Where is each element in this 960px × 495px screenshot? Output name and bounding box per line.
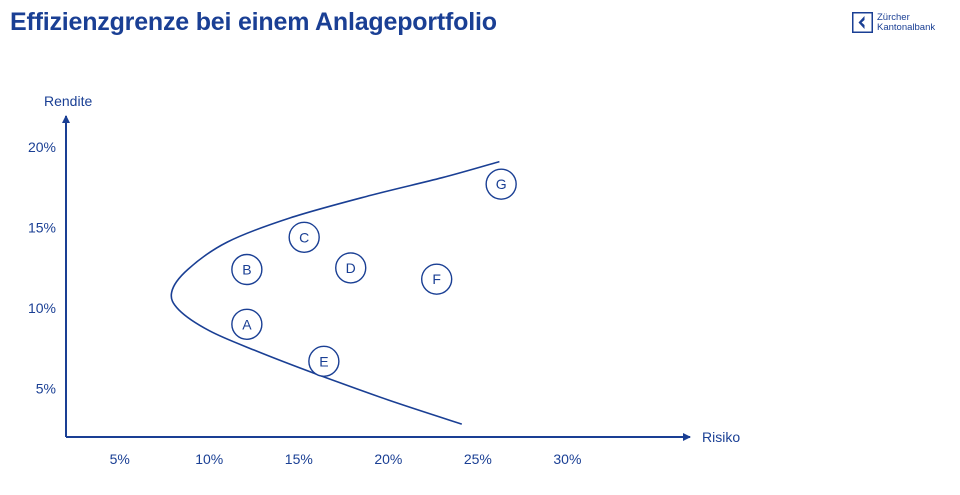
x-tick-labels: 5% 10% 15% 20% 25% 30%	[110, 451, 582, 467]
portfolio-point-f: F	[420, 263, 453, 295]
y-axis-title: Rendite	[44, 93, 92, 109]
portfolio-marker	[420, 263, 453, 295]
portfolio-point-c: C	[288, 221, 320, 253]
portfolio-points: A B C D E F G	[231, 168, 517, 378]
portfolio-marker	[308, 345, 340, 378]
x-tick-label: 25%	[464, 451, 492, 467]
page-title: Effizienzgrenze bei einem Anlageportfoli…	[10, 8, 497, 36]
x-tick-label: 15%	[285, 451, 313, 467]
portfolio-marker	[231, 308, 263, 340]
x-tick-label: 20%	[374, 451, 402, 467]
portfolio-label: D	[346, 260, 356, 276]
x-axis-title: Risiko	[702, 429, 740, 445]
x-tick-label: 30%	[553, 451, 581, 467]
y-tick-label: 5%	[36, 381, 56, 397]
portfolio-label: E	[319, 353, 328, 369]
portfolio-label: B	[242, 262, 251, 278]
logo-line-1: Zürcher	[877, 11, 910, 23]
portfolio-point-d: D	[335, 252, 367, 284]
portfolio-marker	[288, 221, 320, 253]
y-tick-label: 20%	[28, 139, 56, 155]
y-tick-label: 10%	[28, 300, 56, 316]
y-tick-labels: 5% 10% 15% 20%	[28, 139, 56, 397]
portfolio-point-b: B	[231, 253, 263, 286]
bank-logo: Zürcher Kantonalbank	[852, 12, 935, 33]
logo-wordmark: Zürcher Kantonalbank	[877, 11, 936, 33]
portfolio-label: G	[496, 176, 507, 192]
portfolio-label: F	[432, 271, 441, 287]
zkb-key-icon	[852, 12, 873, 33]
portfolio-marker	[231, 253, 263, 286]
y-tick-label: 15%	[28, 220, 56, 236]
portfolio-point-a: A	[231, 308, 263, 340]
portfolio-marker	[335, 252, 367, 284]
portfolio-label: C	[299, 229, 309, 245]
portfolio-marker	[485, 168, 517, 200]
x-tick-label: 10%	[195, 451, 223, 467]
logo-line-2: Kantonalbank	[877, 21, 936, 33]
portfolio-point-g: G	[485, 168, 517, 200]
portfolio-label: A	[242, 316, 252, 332]
portfolio-point-e: E	[308, 345, 340, 378]
efficient-frontier-curve	[170, 160, 500, 425]
x-tick-label: 5%	[110, 451, 130, 467]
